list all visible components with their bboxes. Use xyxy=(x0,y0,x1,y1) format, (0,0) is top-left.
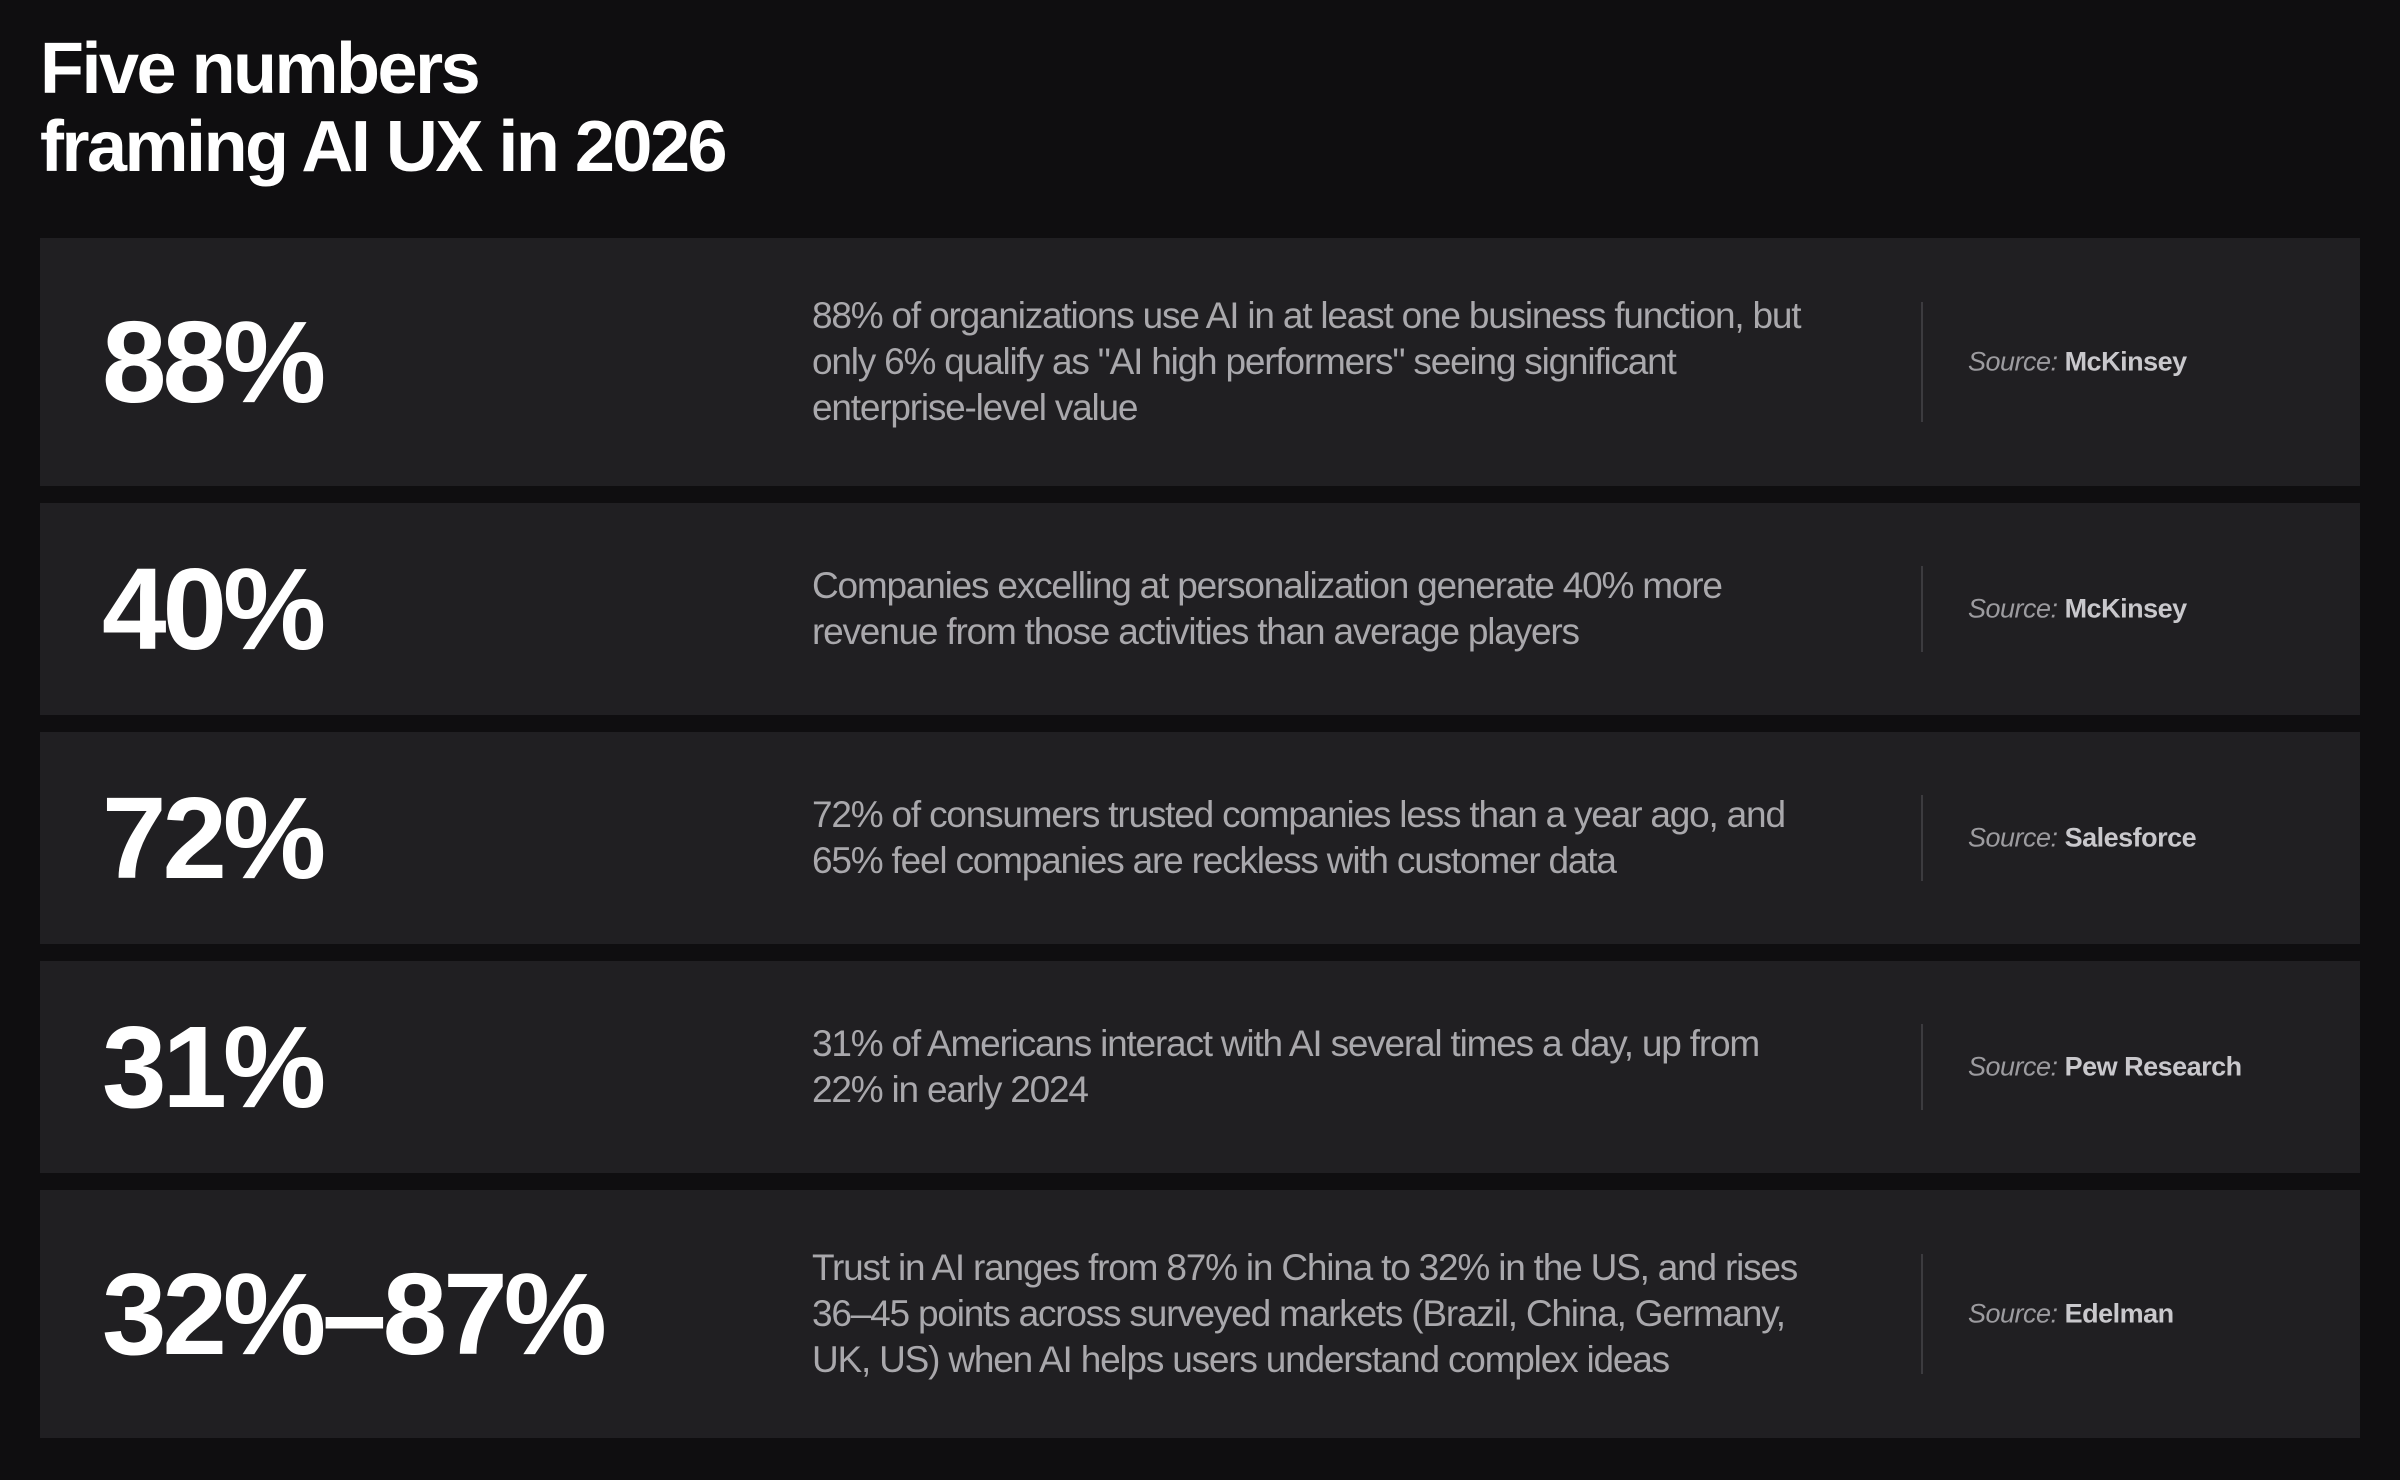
page-title: Five numbers framing AI UX in 2026 xyxy=(40,29,728,187)
stat-value: 32%–87% xyxy=(102,1249,607,1379)
source-prefix: Source: xyxy=(1968,1298,2065,1329)
stat-row: 88% 88% of organizations use AI in at le… xyxy=(40,238,2360,486)
stat-value: 88% xyxy=(102,297,326,427)
source-name: Edelman xyxy=(2064,1298,2175,1329)
divider xyxy=(1921,1254,1923,1374)
source-prefix: Source: xyxy=(1968,346,2065,377)
stat-description: 88% of organizations use AI in at least … xyxy=(812,295,1802,428)
stat-value: 31% xyxy=(102,1002,326,1132)
source-prefix: Source: xyxy=(1968,1051,2065,1082)
stat-description: Companies excelling at personalization g… xyxy=(812,565,1723,652)
divider xyxy=(1921,1024,1923,1110)
stat-row: 72% 72% of consumers trusted companies l… xyxy=(40,732,2360,944)
stat-description: 31% of Americans interact with AI severa… xyxy=(812,1023,1760,1110)
stat-value: 72% xyxy=(102,773,326,903)
stat-row: 32%–87% Trust in AI ranges from 87% in C… xyxy=(40,1190,2360,1438)
source-name: Pew Research xyxy=(2064,1051,2243,1082)
source-name: Salesforce xyxy=(2064,822,2197,853)
divider xyxy=(1921,302,1923,422)
stat-source: Source: Salesforce xyxy=(1968,822,2197,854)
page-title-line-2: framing AI UX in 2026 xyxy=(40,107,728,187)
stat-value: 40% xyxy=(102,544,326,674)
stat-description: Trust in AI ranges from 87% in China to … xyxy=(812,1247,1798,1380)
divider xyxy=(1921,795,1923,881)
stat-source: Source: McKinsey xyxy=(1968,347,2187,378)
source-prefix: Source: xyxy=(1968,593,2065,624)
source-name: McKinsey xyxy=(2064,593,2188,624)
stats-list: 88% 88% of organizations use AI in at le… xyxy=(40,238,2360,1455)
stat-source: Source: Pew Research xyxy=(1968,1052,2242,1083)
page-title-line-1: Five numbers xyxy=(40,29,481,109)
source-prefix: Source: xyxy=(1968,822,2065,853)
divider xyxy=(1921,566,1923,652)
stat-row: 40% Companies excelling at personalizati… xyxy=(40,503,2360,715)
stat-source: Source: McKinsey xyxy=(1968,594,2187,625)
stat-row: 31% 31% of Americans interact with AI se… xyxy=(40,961,2360,1173)
source-name: McKinsey xyxy=(2064,346,2188,377)
stat-source: Source: Edelman xyxy=(1968,1299,2174,1330)
stat-description: 72% of consumers trusted companies less … xyxy=(812,794,1786,881)
